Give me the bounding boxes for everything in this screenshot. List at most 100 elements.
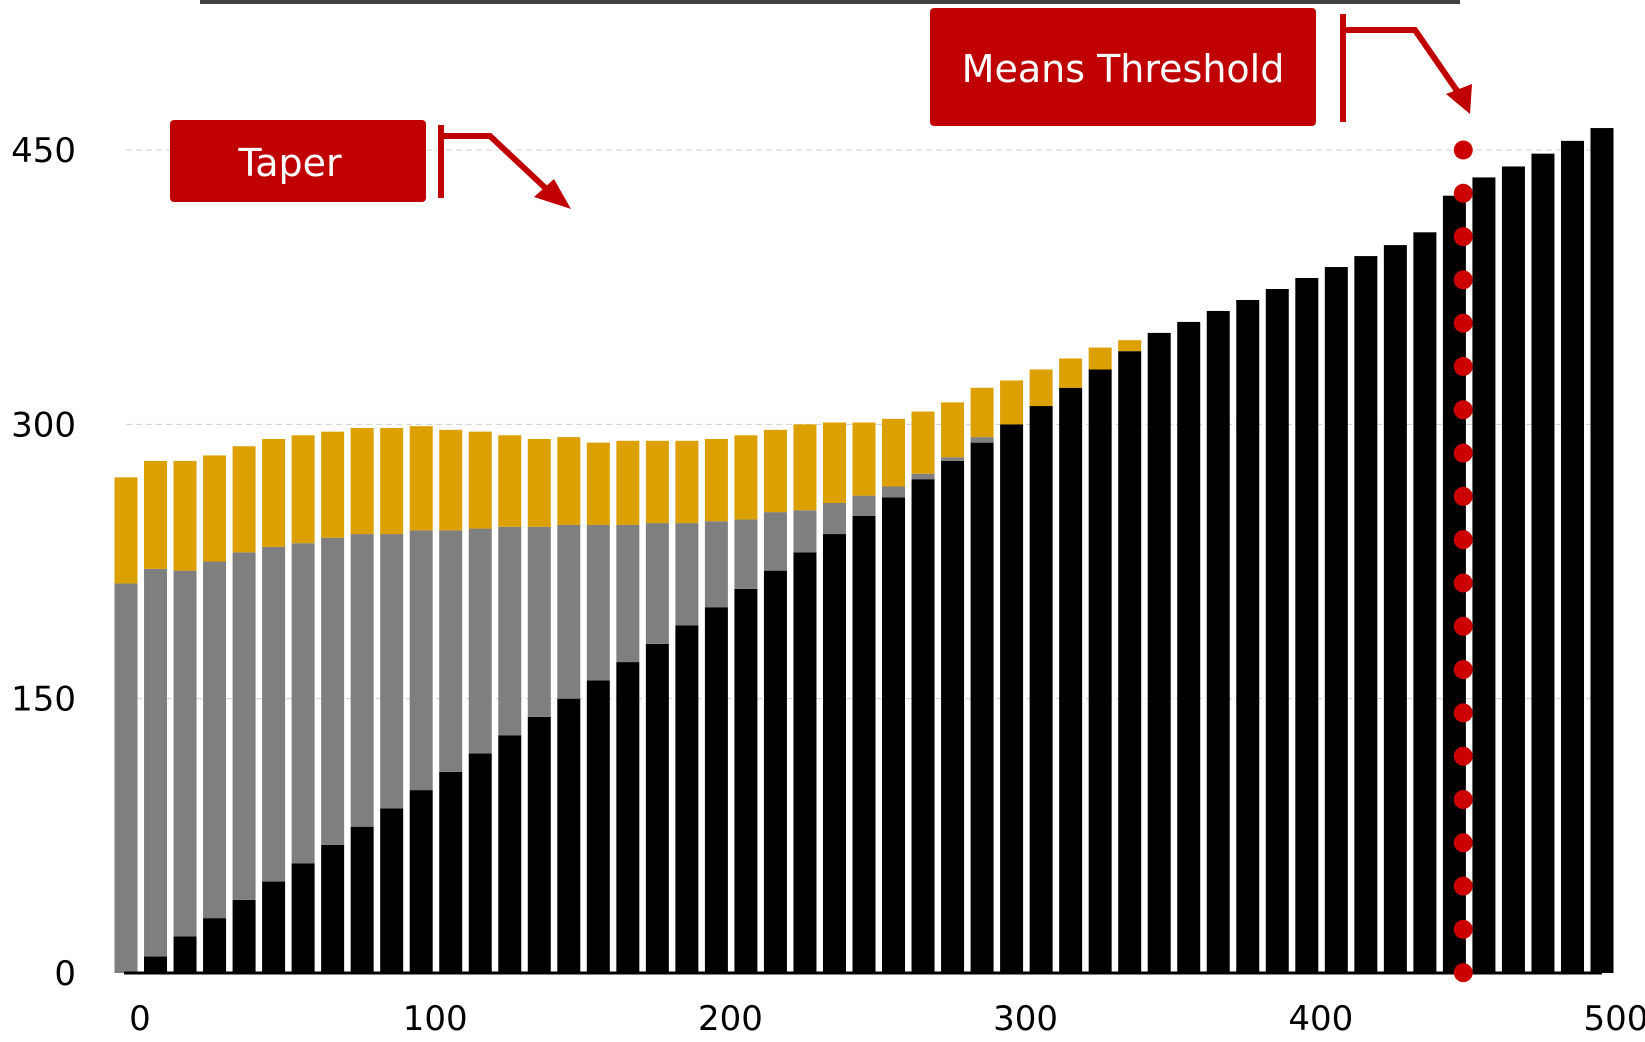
bar-base-260 [882, 497, 906, 973]
bar-middle-200 [704, 521, 728, 608]
threshold-dot-7 [1453, 443, 1473, 463]
bar-top-0 [114, 477, 138, 584]
bar-middle-230 [793, 510, 817, 553]
bar-base-410 [1324, 267, 1348, 973]
taper-callout: Taper [170, 120, 571, 209]
bar-base-100 [409, 790, 433, 973]
bar-top-170 [616, 440, 640, 525]
bar-top-90 [380, 427, 404, 535]
bar-middle-60 [291, 543, 315, 864]
means-threshold-line [1453, 140, 1473, 983]
bar-top-80 [350, 427, 374, 535]
bar-base-320 [1059, 387, 1083, 973]
threshold-dot-9 [1453, 530, 1473, 550]
bar-base-190 [675, 625, 699, 973]
bar-top-260 [882, 418, 906, 487]
taper-arrow-head [534, 179, 571, 209]
bar-top-320 [1059, 358, 1083, 388]
x-tick-label-300: 300 [993, 999, 1058, 1039]
threshold-dot-3 [1453, 270, 1473, 290]
bar-base-290 [970, 442, 994, 974]
bar-base-90 [380, 808, 404, 973]
bar-top-330 [1088, 347, 1112, 370]
bar-base-280 [941, 460, 965, 973]
bar-base-210 [734, 588, 758, 973]
bar-top-230 [793, 424, 817, 511]
bar-top-150 [557, 437, 581, 525]
x-tick-label-0: 0 [129, 999, 151, 1039]
bar-base-380 [1236, 299, 1260, 974]
bar-middle-260 [882, 486, 906, 498]
bar-top-310 [1029, 369, 1053, 407]
bar-base-270 [911, 479, 935, 973]
taper-arrow-line [441, 133, 559, 201]
bar-middle-20 [173, 570, 197, 937]
bar-base-440 [1413, 232, 1437, 974]
bar-top-240 [822, 422, 846, 503]
bar-middle-30 [203, 561, 227, 919]
bar-middle-100 [409, 530, 433, 791]
bar-base-240 [822, 534, 846, 973]
bar-base-10 [144, 956, 168, 973]
bar-middle-190 [675, 523, 699, 626]
x-tick-label-500: 500 [1584, 999, 1645, 1039]
y-tick-label-0: 0 [54, 954, 76, 994]
bar-base-130 [498, 735, 522, 973]
bar-middle-110 [439, 530, 463, 772]
bar-middle-270 [911, 473, 935, 480]
bar-top-130 [498, 435, 522, 527]
bar-middle-140 [527, 526, 551, 717]
bar-base-420 [1354, 256, 1378, 973]
threshold-dot-2 [1453, 227, 1473, 247]
y-tick-label-450: 450 [11, 131, 76, 171]
bar-top-10 [144, 460, 168, 569]
threshold-dot-6 [1453, 400, 1473, 420]
bar-top-200 [704, 438, 728, 522]
bar-base-200 [704, 607, 728, 973]
bar-top-210 [734, 435, 758, 520]
bar-top-40 [232, 446, 256, 553]
bar-base-310 [1029, 406, 1053, 973]
bar-top-60 [291, 435, 315, 544]
threshold-dot-11 [1453, 616, 1473, 636]
bar-middle-160 [586, 524, 610, 681]
bar-top-290 [970, 387, 994, 438]
bar-top-50 [262, 438, 286, 547]
bar-middle-90 [380, 534, 404, 809]
means-threshold-callout-label: Means Threshold [962, 47, 1285, 91]
bar-base-480 [1531, 153, 1555, 973]
bar-base-160 [586, 680, 610, 973]
means-threshold-callout: Means Threshold [930, 8, 1472, 126]
bar-base-50 [262, 881, 286, 973]
x-tick-label-400: 400 [1288, 999, 1353, 1039]
bar-base-230 [793, 552, 817, 973]
bar-base-370 [1206, 310, 1230, 973]
threshold-dot-8 [1453, 486, 1473, 506]
bar-middle-130 [498, 526, 522, 736]
threshold-dot-18 [1453, 919, 1473, 939]
x-tick-label-200: 200 [698, 999, 763, 1039]
threshold-dot-19 [1453, 963, 1473, 983]
means-threshold-arrow-head [1446, 84, 1472, 114]
bar-top-340 [1118, 340, 1142, 352]
bar-base-300 [1000, 424, 1024, 973]
bar-top-220 [763, 429, 787, 513]
threshold-dot-10 [1453, 573, 1473, 593]
bar-base-250 [852, 515, 876, 973]
bar-top-160 [586, 442, 610, 525]
threshold-dot-1 [1453, 183, 1473, 203]
bar-middle-80 [350, 534, 374, 827]
bar-base-330 [1088, 369, 1112, 973]
threshold-dot-16 [1453, 833, 1473, 853]
bar-middle-240 [822, 502, 846, 535]
bar-middle-120 [468, 528, 492, 754]
bar-middle-70 [321, 537, 345, 845]
bar-middle-10 [144, 568, 168, 957]
bar-base-40 [232, 899, 256, 973]
bar-top-190 [675, 440, 699, 524]
threshold-dot-4 [1453, 313, 1473, 333]
bar-base-170 [616, 662, 640, 973]
bar-top-270 [911, 411, 935, 474]
